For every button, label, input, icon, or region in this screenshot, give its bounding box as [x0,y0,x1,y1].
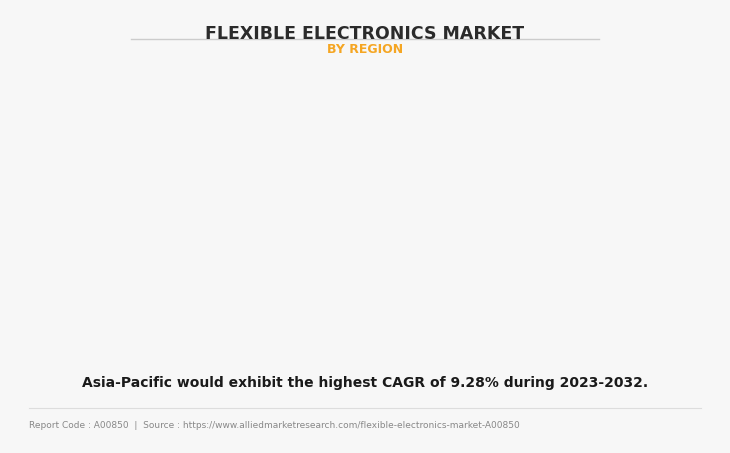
Text: Report Code : A00850  |  Source : https://www.alliedmarketresearch.com/flexible-: Report Code : A00850 | Source : https://… [29,421,520,430]
Text: BY REGION: BY REGION [327,43,403,56]
Text: Asia-Pacific would exhibit the highest CAGR of 9.28% during 2023-2032.: Asia-Pacific would exhibit the highest C… [82,376,648,390]
Text: FLEXIBLE ELECTRONICS MARKET: FLEXIBLE ELECTRONICS MARKET [205,25,525,43]
